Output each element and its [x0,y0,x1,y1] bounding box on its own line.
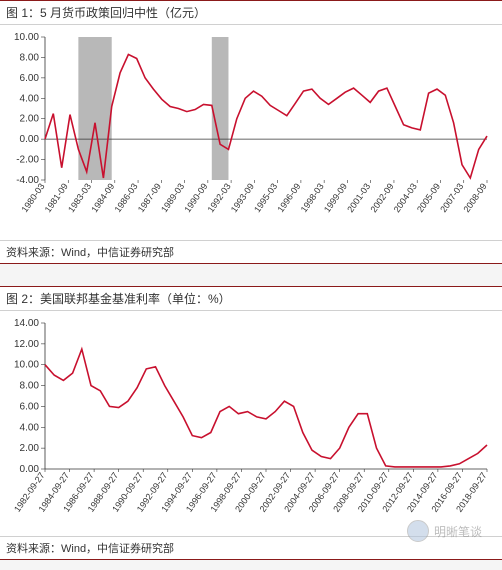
figure-1-svg: -4.00-2.000.002.004.006.008.0010.001980-… [0,25,502,235]
figure-2-source: 资料来源：Wind，中信证券研究部 [0,536,502,560]
svg-text:2.00: 2.00 [20,443,40,454]
figure-2: 图 2：美国联邦基金基准利率（单位：%） 0.002.004.006.008.0… [0,286,502,560]
svg-text:8.00: 8.00 [20,381,40,392]
svg-text:2.00: 2.00 [20,114,40,125]
figure-1: 图 1：5 月货币政策回归中性（亿元） -4.00-2.000.002.004.… [0,0,502,264]
svg-text:14.00: 14.00 [14,318,39,329]
svg-text:10.00: 10.00 [14,32,39,43]
figure-1-title: 图 1：5 月货币政策回归中性（亿元） [0,0,502,25]
svg-text:4.00: 4.00 [20,422,40,433]
figure-2-title: 图 2：美国联邦基金基准利率（单位：%） [0,286,502,311]
svg-text:12.00: 12.00 [14,339,39,350]
svg-text:6.00: 6.00 [20,401,40,412]
svg-text:4.00: 4.00 [20,93,40,104]
figure-1-chart-area: -4.00-2.000.002.004.006.008.0010.001980-… [0,25,502,240]
svg-text:6.00: 6.00 [20,73,40,84]
figure-gap [0,264,502,286]
figure-1-source: 资料来源：Wind，中信证券研究部 [0,240,502,264]
figure-2-chart-area: 0.002.004.006.008.0010.0012.0014.001982-… [0,311,502,536]
svg-text:-2.00: -2.00 [16,155,39,166]
svg-text:10.00: 10.00 [14,360,39,371]
figure-2-svg: 0.002.004.006.008.0010.0012.0014.001982-… [0,311,502,531]
svg-text:8.00: 8.00 [20,52,40,63]
svg-text:2008-09: 2008-09 [462,181,489,214]
svg-text:0.00: 0.00 [20,134,40,145]
